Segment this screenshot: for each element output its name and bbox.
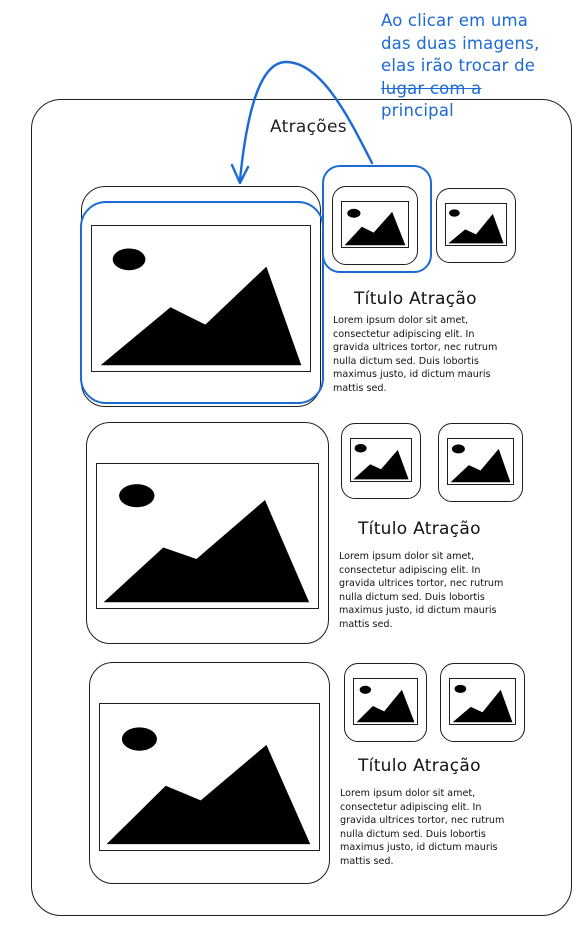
image-placeholder-icon	[353, 678, 418, 725]
image-placeholder-icon	[445, 203, 507, 246]
annotation-line: Ao clicar em uma	[381, 11, 529, 30]
attraction-thumbnail[interactable]	[344, 663, 427, 742]
attraction-thumbnail[interactable]	[436, 188, 516, 263]
annotation-line: elas irão trocar de	[381, 56, 536, 75]
attraction-main-image[interactable]	[89, 662, 330, 884]
attraction-thumbnail[interactable]	[332, 186, 418, 265]
attraction-description: Lorem ipsum dolor sit amet, consectetur …	[333, 315, 498, 394]
attraction-description: Lorem ipsum dolor sit amet, consectetur …	[340, 788, 505, 867]
annotation-line: principal	[381, 101, 454, 120]
annotation-line: lugar com a	[381, 78, 482, 98]
image-placeholder-icon	[341, 201, 409, 248]
image-placeholder-icon	[447, 438, 514, 485]
attraction-thumbnail[interactable]	[440, 663, 525, 742]
image-placeholder-icon	[449, 678, 516, 725]
section-title: Atrações	[270, 117, 347, 137]
attraction-title: Título Atração	[358, 756, 481, 776]
highlight-main-image	[80, 201, 324, 404]
attraction-main-image[interactable]	[86, 422, 329, 644]
image-placeholder-icon	[99, 703, 320, 851]
highlight-thumbnail	[322, 165, 432, 273]
image-placeholder-icon	[350, 438, 412, 482]
attraction-thumbnail[interactable]	[438, 423, 523, 502]
attraction-title: Título Atração	[354, 289, 477, 309]
attraction-thumbnail[interactable]	[341, 423, 421, 499]
annotation-note: Ao clicar em uma das duas imagens, elas …	[381, 10, 581, 123]
attraction-description: Lorem ipsum dolor sit amet, consectetur …	[339, 551, 504, 630]
annotation-line: das duas imagens,	[381, 33, 540, 53]
image-placeholder-icon	[96, 463, 319, 609]
attraction-title: Título Atração	[358, 519, 481, 539]
image-placeholder-icon	[91, 225, 311, 372]
